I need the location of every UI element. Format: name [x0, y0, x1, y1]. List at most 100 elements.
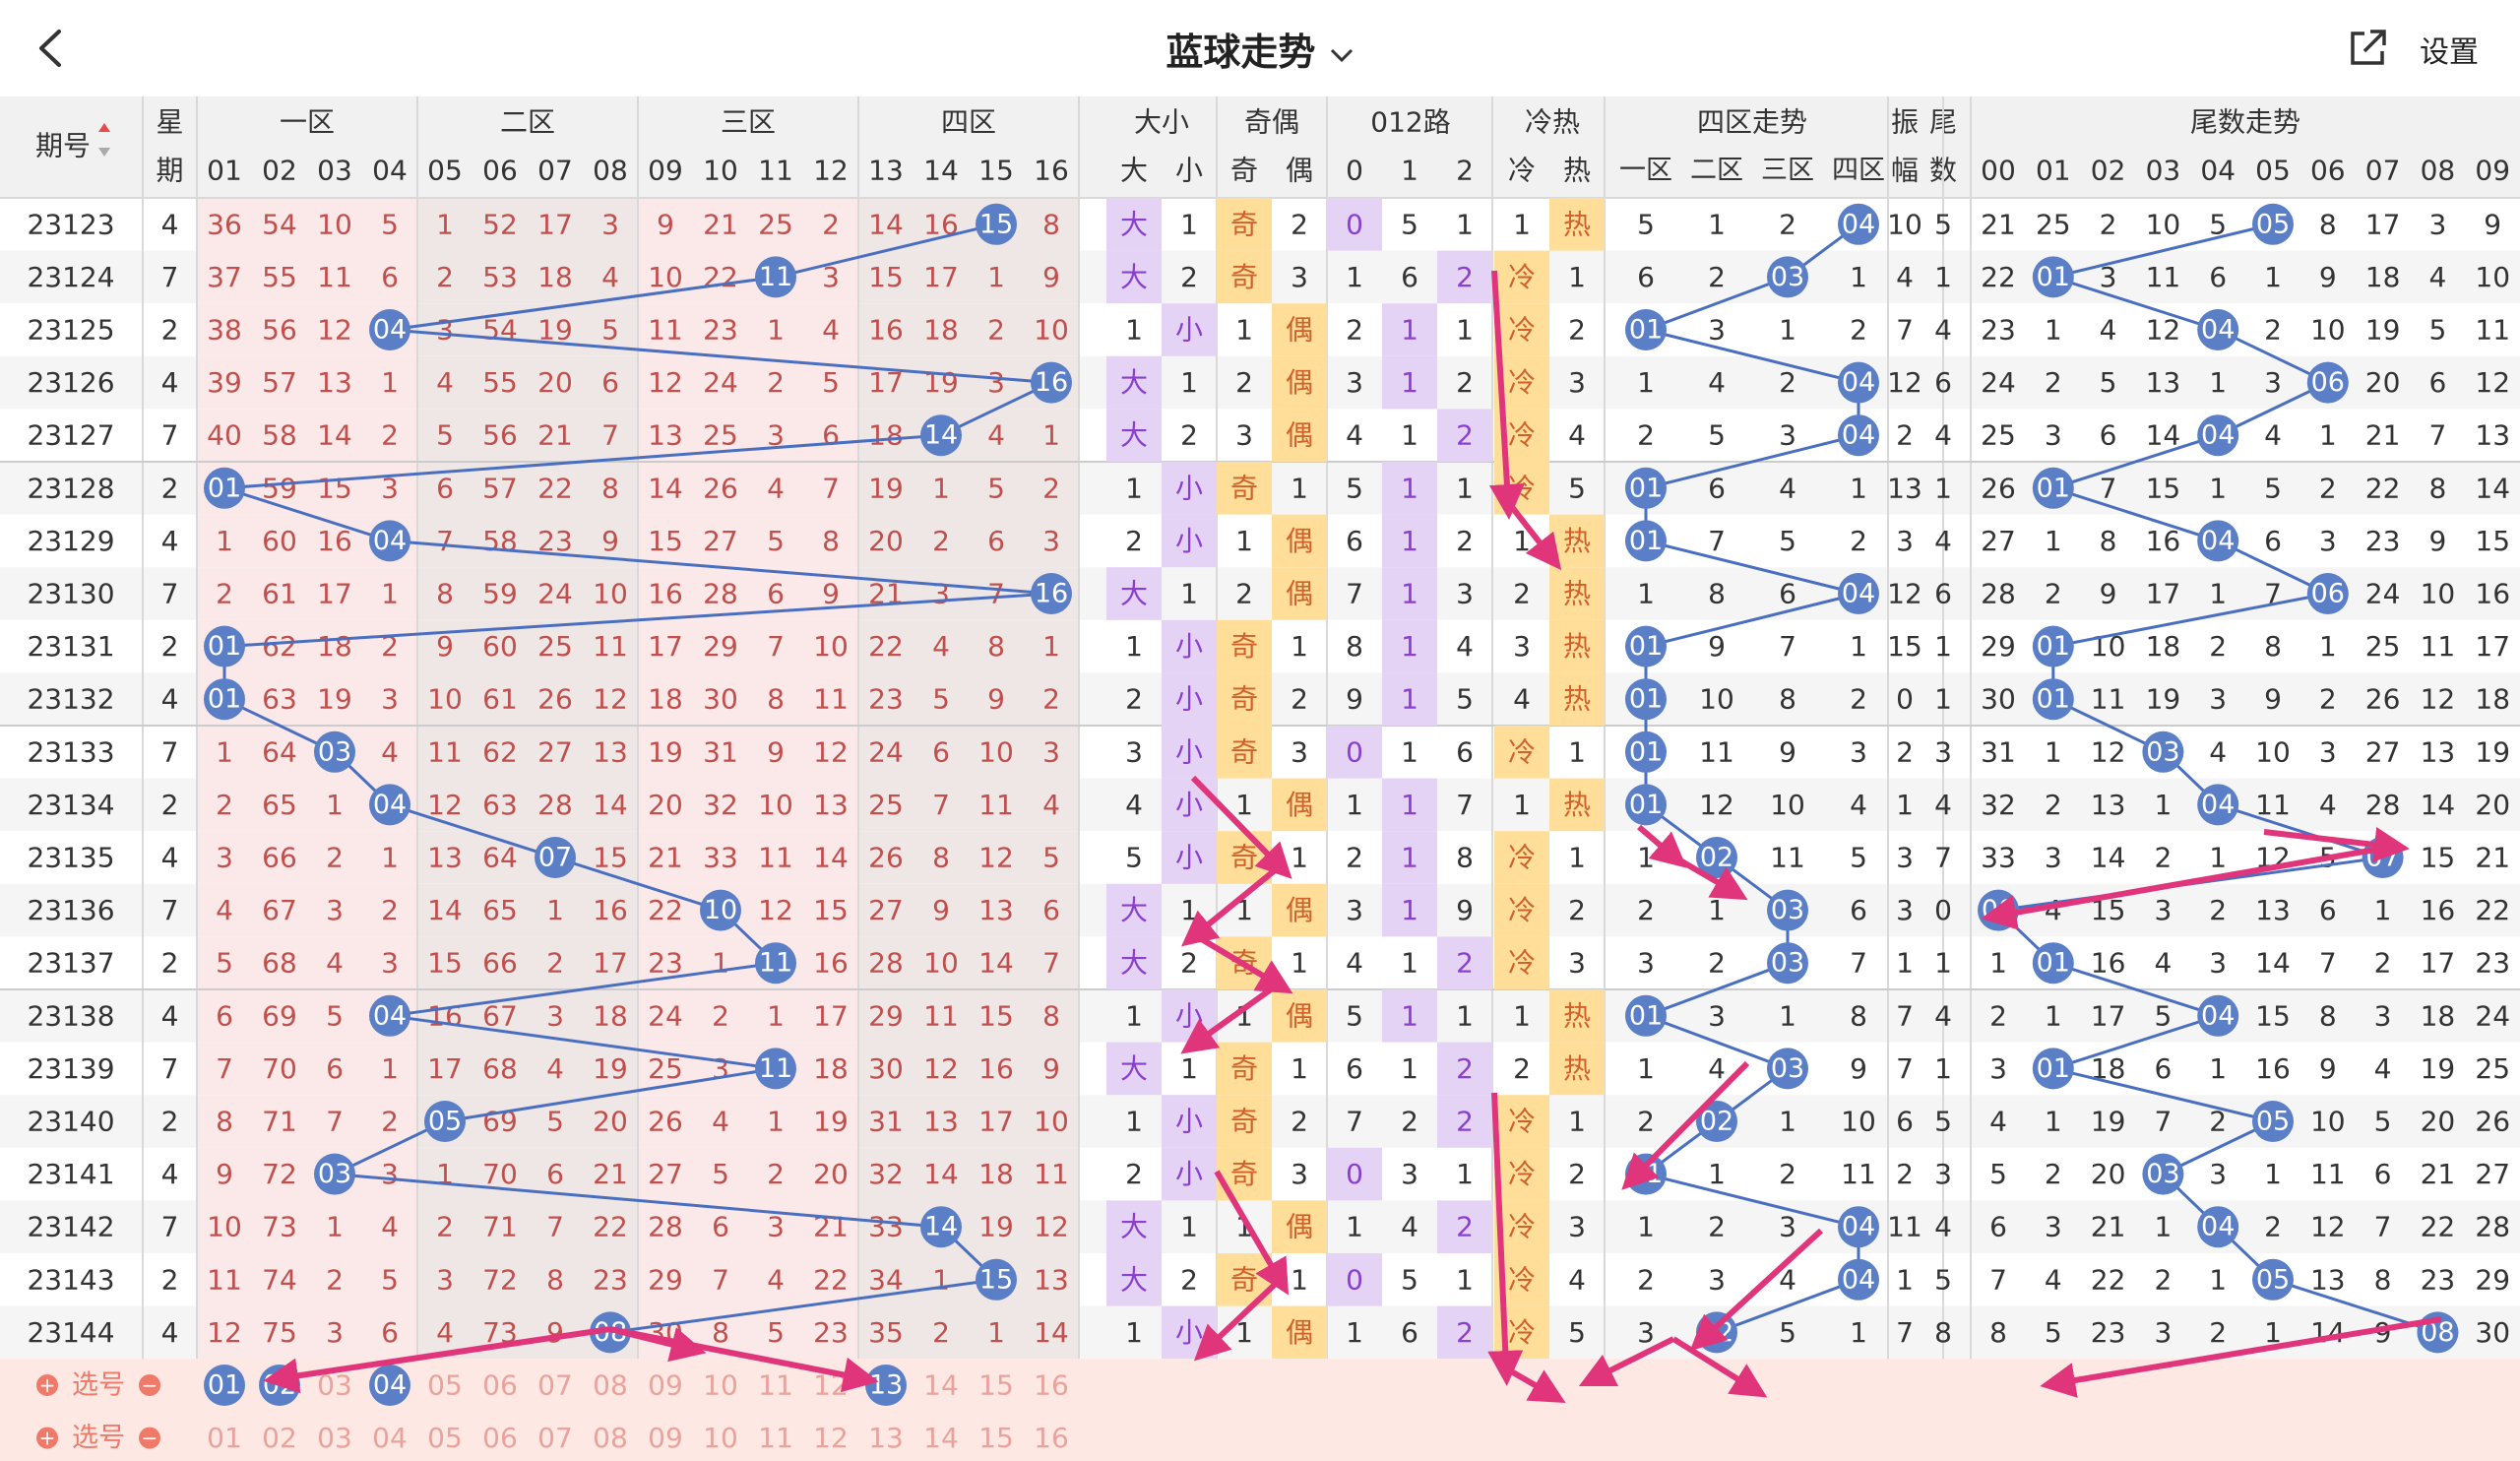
winning-ball [976, 1258, 1017, 1301]
parity-hit: 偶 [1286, 366, 1313, 399]
tail-miss: 3 [1989, 1052, 2007, 1085]
hotcold-hit: 热 [1563, 999, 1591, 1032]
miss-count: 74 [262, 1263, 297, 1296]
road-value: 7 [1456, 789, 1474, 821]
zone-shade [417, 831, 638, 884]
page-title[interactable]: 蓝球走势 [0, 22, 2520, 76]
select-number: 03 [317, 1422, 352, 1454]
select-number: 06 [482, 1369, 518, 1402]
tail-miss: 31 [1981, 735, 2016, 768]
miss-count: 21 [537, 419, 573, 452]
share-icon[interactable] [2345, 26, 2390, 71]
annotation-arrow [1180, 982, 1280, 1054]
miss-count: 56 [262, 314, 297, 347]
parity-miss: 1 [1291, 1263, 1308, 1296]
hotcold-hit-cell [1494, 831, 1549, 884]
sort-down-icon[interactable] [98, 148, 110, 157]
miss-count: 5 [712, 1158, 729, 1190]
miss-count: 57 [482, 472, 518, 504]
tail-value: 4 [1934, 999, 1952, 1032]
miss-count: 12 [1034, 1211, 1069, 1243]
miss-count: 1 [216, 525, 233, 557]
winning-ball [1031, 361, 1072, 404]
miss-count: 9 [601, 525, 619, 557]
size-miss: 1 [1125, 314, 1143, 347]
winning-ball-label: 16 [1035, 367, 1068, 398]
tail-miss: 16 [2146, 525, 2181, 557]
selected-ball-label: 04 [373, 1370, 407, 1401]
miss-count: 6 [381, 1316, 399, 1349]
parity-miss: 2 [1235, 578, 1253, 610]
tail-miss: 11 [2091, 683, 2126, 716]
parity-hit: 奇 [1230, 842, 1258, 874]
weekday: 4 [161, 1158, 179, 1190]
miss-count: 17 [593, 947, 628, 980]
zone-shade [638, 198, 858, 251]
zone-ball [1625, 467, 1667, 509]
winning-ball [369, 994, 410, 1037]
miss-count: 23 [593, 1263, 628, 1296]
chevron-down-icon[interactable] [1329, 45, 1354, 65]
miss-count: 60 [262, 525, 297, 557]
number-col-header: 10 [703, 155, 738, 187]
road-value: 1 [1401, 419, 1418, 452]
tail-miss: 3 [2045, 419, 2062, 452]
hotcold-hit: 冷 [1508, 314, 1536, 347]
select-number: 05 [427, 1369, 463, 1402]
add-icon[interactable] [36, 1427, 58, 1449]
road-hit-cell [1382, 672, 1437, 726]
remove-icon[interactable] [139, 1427, 160, 1449]
miss-count: 2 [932, 525, 950, 557]
tail-miss: 22 [1981, 261, 2016, 293]
tail-ball [2252, 203, 2294, 245]
remove-icon-glyph: − [142, 1427, 158, 1450]
road-value: 2 [1346, 314, 1363, 347]
group-header: 大小 [1134, 106, 1189, 139]
miss-count: 10 [1034, 1106, 1069, 1138]
select-number: 14 [923, 1422, 959, 1454]
number-col-header: 09 [648, 155, 683, 187]
weekday: 2 [161, 314, 179, 347]
size-miss: 1 [1180, 578, 1198, 610]
winning-ball-label: 07 [538, 843, 572, 873]
parity-miss: 1 [1235, 314, 1253, 347]
issue-number: 23126 [27, 366, 114, 399]
road-value: 3 [1346, 366, 1363, 399]
tail-miss: 17 [2091, 999, 2126, 1032]
remove-icon[interactable] [139, 1374, 160, 1396]
tail-ball [2306, 361, 2349, 404]
miss-count: 6 [601, 366, 619, 399]
road-value: 2 [1456, 1316, 1474, 1349]
road-value: 8 [1346, 630, 1363, 663]
miss-count: 1 [932, 1263, 950, 1296]
size-hit-cell [1162, 672, 1217, 726]
tail-value: 1 [1934, 630, 1952, 663]
road-hit-cell [1437, 1200, 1492, 1253]
miss-count: 3 [767, 419, 785, 452]
parity-miss: 2 [1291, 683, 1308, 716]
size-miss: 1 [1180, 1052, 1198, 1085]
zone-ball [1767, 1048, 1808, 1090]
miss-count: 1 [987, 261, 1005, 293]
miss-count: 3 [326, 894, 344, 926]
road-value: 4 [1456, 630, 1474, 663]
miss-count: 5 [932, 683, 950, 716]
settings-button[interactable]: 设置 [2420, 35, 2479, 70]
add-icon[interactable] [36, 1374, 58, 1396]
hotcold-hit: 热 [1563, 789, 1591, 821]
miss-count: 1 [381, 578, 399, 610]
tail-miss: 5 [2154, 999, 2172, 1032]
miss-count: 12 [648, 366, 683, 399]
tail-miss: 13 [2091, 789, 2126, 821]
road-value: 5 [1456, 683, 1474, 716]
miss-count: 7 [546, 1211, 564, 1243]
zone-shade [638, 1147, 858, 1201]
back-arrow-icon[interactable] [30, 26, 75, 71]
sort-up-icon[interactable] [98, 123, 110, 132]
tail-ball [2197, 784, 2239, 826]
selected-ball-label: 13 [869, 1370, 903, 1401]
road-value: 1 [1346, 261, 1363, 293]
zone-shade [858, 883, 1079, 937]
tail-miss: 3 [2264, 366, 2282, 399]
road-hit-cell [1382, 462, 1437, 515]
